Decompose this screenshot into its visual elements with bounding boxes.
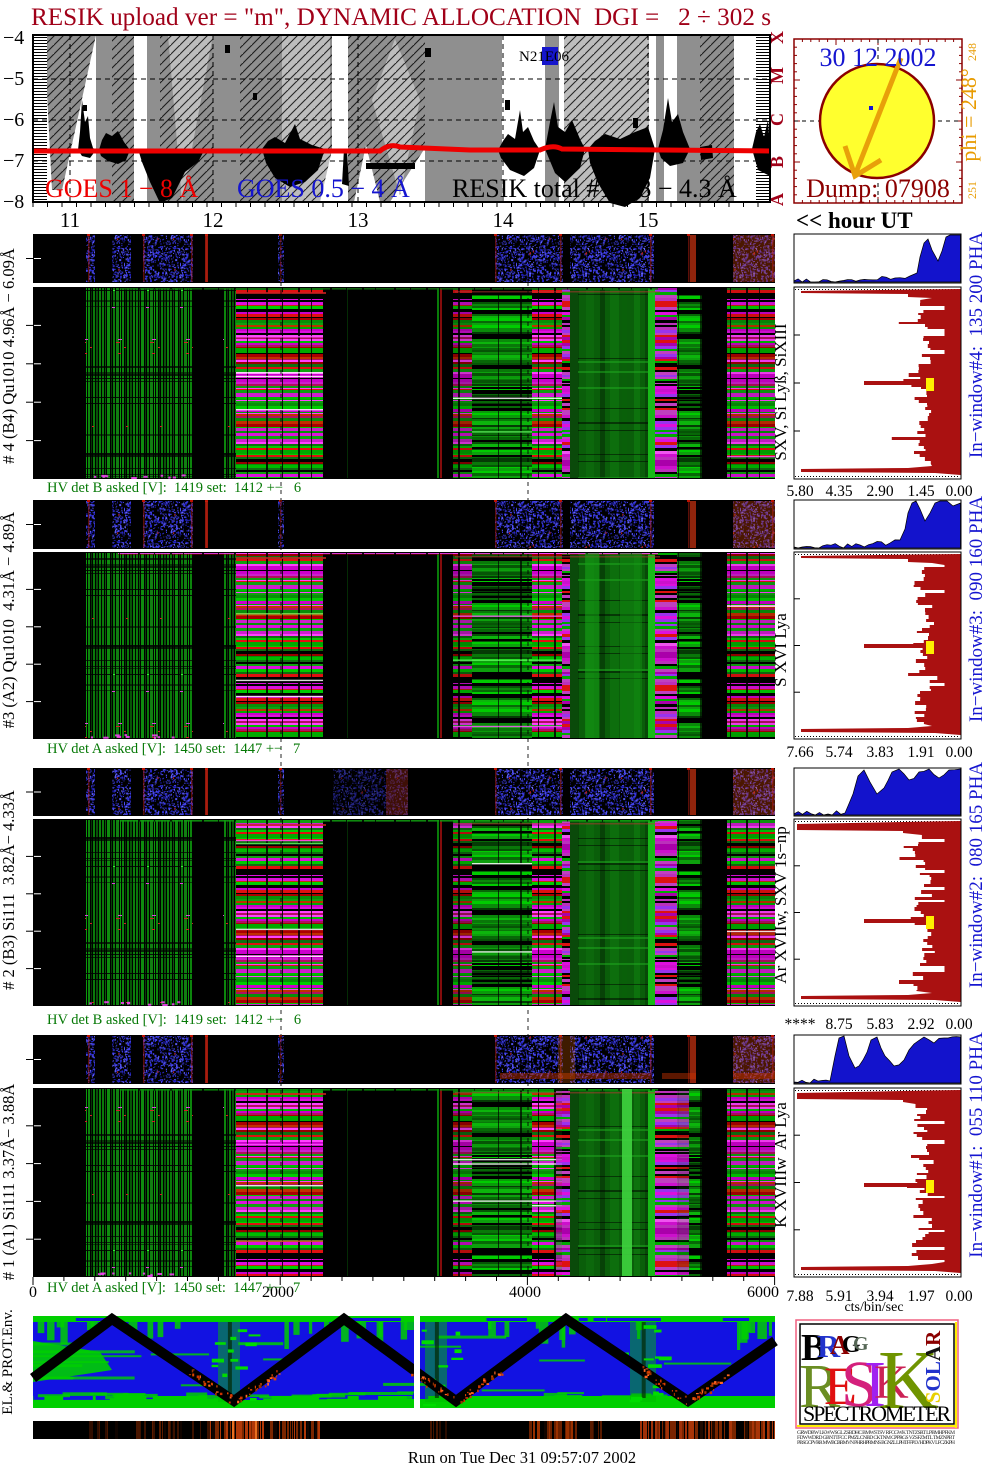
svg-text:K: K	[874, 1356, 909, 1409]
svg-text:A: A	[767, 193, 787, 206]
svg-text:Ar XVIIw, SXV 1s−np: Ar XVIIw, SXV 1s−np	[771, 826, 790, 983]
svg-text:HV det A asked [V]: 1450 set:: HV det A asked [V]: 1450 set: 1447 +− 7	[47, 1280, 300, 1296]
svg-text:# 2 (B3) Si111 3.82Å− 4.33Å: # 2 (B3) Si111 3.82Å− 4.33Å	[0, 790, 18, 990]
svg-text:−8: −8	[3, 191, 24, 213]
svg-text:cts/bin/sec: cts/bin/sec	[844, 1300, 903, 1315]
svg-text:251: 251	[965, 181, 979, 199]
svg-text:GOES 1 − 8 Å: GOES 1 − 8 Å	[45, 174, 199, 203]
svg-text:SPECTROMETER: SPECTROMETER	[803, 1401, 951, 1426]
svg-text:2.90: 2.90	[866, 483, 893, 500]
svg-text:5.80: 5.80	[786, 483, 813, 500]
svg-text:7.66: 7.66	[786, 744, 813, 761]
svg-text:S: S	[841, 1348, 878, 1421]
svg-text:X: X	[767, 31, 787, 44]
svg-text:PBSGCPVRR MWBCBRMVN PHRHPRMNS: PBSGCPVRR MWBCBRMVN PHRHPRMNS BGNZL LPHT…	[797, 1440, 955, 1446]
svg-text:Run on Tue Dec 31 09:57:07 200: Run on Tue Dec 31 09:57:07 2002	[408, 1448, 636, 1467]
svg-text:K XVIIIw Ar Lya: K XVIIIw Ar Lya	[771, 1102, 790, 1228]
svg-text:14: 14	[493, 208, 515, 232]
svg-text:−4: −4	[3, 27, 24, 49]
svg-text:GOES 0.5 − 4 Å: GOES 0.5 − 4 Å	[237, 174, 410, 203]
svg-text:5.91: 5.91	[825, 1288, 852, 1305]
svg-text:4000: 4000	[509, 1284, 541, 1301]
svg-text:phi = 248°: phi = 248°	[956, 68, 981, 161]
svg-text:1.91: 1.91	[907, 744, 934, 761]
svg-text:R: R	[817, 1328, 841, 1364]
svg-text:In−window#3: 090 160 PHA: In−window#3: 090 160 PHA	[966, 496, 987, 722]
svg-text:248: 248	[965, 43, 979, 61]
svg-text:N21E06: N21E06	[519, 49, 569, 65]
svg-text:I: I	[864, 1348, 886, 1421]
svg-text:3.83: 3.83	[866, 744, 893, 761]
svg-text:12: 12	[203, 208, 224, 232]
svg-text:−6: −6	[3, 109, 24, 131]
svg-text:GRWDBW LKWWSGL ZSBDHC BMWSTSV: GRWDBW LKWWSGL ZSBDHC BMWSTSV RFCGWK TNT…	[797, 1430, 955, 1436]
svg-text:K: K	[878, 1334, 939, 1427]
svg-text:HV det B asked [V]: 1419 set:: HV det B asked [V]: 1419 set: 1412 +− 6	[47, 1012, 301, 1028]
svg-text:HV det B asked [V]: 1419 set:: HV det B asked [V]: 1419 set: 1412 +− 6	[47, 480, 301, 496]
svg-text:SOLAR: SOLAR	[921, 1330, 945, 1403]
svg-text:FDWWDRD GBNTTFCC PMZLCNBD CKTN: FDWWDRD GBNTTFCC PMZLCNBD CKTNM CPPRGS V…	[797, 1435, 956, 1441]
svg-text:RESIK total #1 3.8 − 4.3 Å: RESIK total #1 3.8 − 4.3 Å	[452, 174, 737, 203]
svg-text:C: C	[767, 113, 787, 126]
svg-text:8.75: 8.75	[825, 1016, 852, 1033]
svg-text:# 4 (B4) Qu1010 4.96Å − 6.09Å: # 4 (B4) Qu1010 4.96Å − 6.09Å	[0, 248, 18, 464]
svg-text:RESIK upload ver = "m", DYNAMI: RESIK upload ver = "m", DYNAMIC ALLOCATI…	[31, 4, 771, 31]
svg-text:−5: −5	[3, 68, 24, 90]
svg-text:1.45: 1.45	[907, 483, 934, 500]
svg-text:0.00: 0.00	[945, 483, 972, 500]
svg-text:0.00: 0.00	[945, 1288, 972, 1305]
svg-text:0.00: 0.00	[945, 744, 972, 761]
svg-text:30 12 2002: 30 12 2002	[820, 43, 937, 72]
svg-text:2.92: 2.92	[907, 1016, 934, 1033]
svg-text:5.74: 5.74	[825, 744, 852, 761]
svg-text:0.00: 0.00	[945, 1016, 972, 1033]
svg-text:<< hour UT: << hour UT	[796, 208, 913, 233]
svg-text:E: E	[824, 1356, 857, 1416]
svg-text:7.88: 7.88	[786, 1288, 813, 1305]
svg-text:15: 15	[638, 208, 659, 232]
svg-text:In−window#4: 135 200 PHA: In−window#4: 135 200 PHA	[966, 232, 987, 458]
svg-text:3.94: 3.94	[866, 1288, 893, 1305]
svg-text:11: 11	[60, 208, 80, 232]
svg-text:In−window#2: 080 165 PHA: In−window#2: 080 165 PHA	[966, 762, 987, 988]
svg-text:6000: 6000	[747, 1284, 779, 1301]
svg-text:B: B	[767, 156, 787, 168]
svg-text:G: G	[853, 1333, 869, 1355]
svg-text:0: 0	[29, 1284, 37, 1301]
svg-text:5.83: 5.83	[866, 1016, 893, 1033]
svg-text:G: G	[842, 1332, 861, 1358]
svg-text:1.97: 1.97	[907, 1288, 934, 1305]
svg-text:M: M	[767, 67, 787, 84]
svg-text:****: ****	[785, 1016, 816, 1033]
svg-text:Dump: 07908: Dump: 07908	[806, 174, 950, 203]
svg-text:HV det A asked [V]: 1450 set:: HV det A asked [V]: 1450 set: 1447 +− 7	[47, 741, 300, 757]
svg-text:#3 (A2) Qu1010 4.31Å − 4.89Å: #3 (A2) Qu1010 4.31Å − 4.89Å	[0, 512, 18, 729]
svg-text:EL.& PROT.Env.: EL.& PROT.Env.	[0, 1309, 16, 1414]
svg-text:In−window#1: 055 110 PHA: In−window#1: 055 110 PHA	[966, 1032, 987, 1258]
svg-text:R: R	[799, 1353, 841, 1421]
svg-text:A: A	[830, 1330, 850, 1360]
svg-text:4.35: 4.35	[825, 483, 852, 500]
svg-text:B: B	[801, 1327, 826, 1369]
svg-text:SXV, Si Lyß, SiXIII: SXV, Si Lyß, SiXIII	[771, 323, 790, 460]
svg-text:S XVI Lya: S XVI Lya	[771, 613, 790, 687]
svg-text:−7: −7	[3, 150, 24, 172]
svg-text:13: 13	[348, 208, 369, 232]
svg-text:2000: 2000	[262, 1284, 294, 1301]
svg-text:# 1 (A1) Si111 3.37Å− 3.88Å: # 1 (A1) Si111 3.37Å− 3.88Å	[0, 1084, 18, 1281]
